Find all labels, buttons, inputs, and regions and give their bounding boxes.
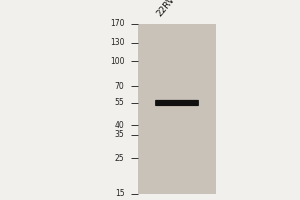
Text: 55: 55 xyxy=(115,98,124,107)
Text: 100: 100 xyxy=(110,57,124,66)
Text: 35: 35 xyxy=(115,130,124,139)
Text: 40: 40 xyxy=(115,121,124,130)
Text: 15: 15 xyxy=(115,189,124,198)
Text: 170: 170 xyxy=(110,19,124,28)
Text: 70: 70 xyxy=(115,82,124,91)
Text: 22RV1: 22RV1 xyxy=(154,0,180,18)
Text: 25: 25 xyxy=(115,154,124,163)
Bar xyxy=(138,24,216,194)
FancyBboxPatch shape xyxy=(155,100,199,106)
Text: 130: 130 xyxy=(110,38,124,47)
